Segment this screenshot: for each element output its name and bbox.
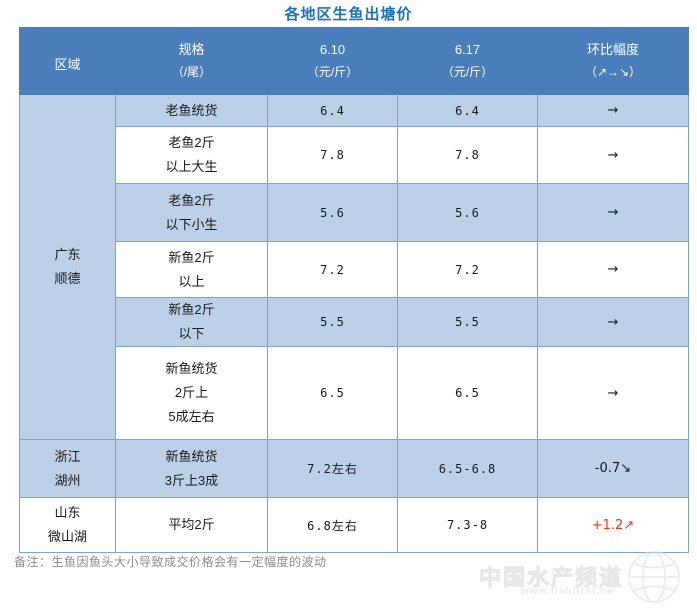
table-header: 区域 规格 （/尾） 6.10 （元/斤） 6.17 （元/斤） 环比幅度 （↗… — [19, 27, 689, 95]
price-610-cell: 7.8 — [267, 126, 398, 184]
spec-line: 老鱼2斤 — [168, 192, 215, 208]
spec-cell: 老鱼2斤 以下小生 — [115, 183, 268, 242]
spec-cell: 老鱼2斤 以上大生 — [115, 126, 268, 184]
price-table: 区域 规格 （/尾） 6.10 （元/斤） 6.17 （元/斤） 环比幅度 （↗… — [19, 27, 689, 553]
change-cell: → — [537, 94, 689, 127]
price-617-cell: 7.3-8 — [397, 497, 538, 553]
spec-line: 新鱼统货 — [165, 448, 218, 464]
change-cell: -0.7↘ — [537, 439, 689, 498]
watermark: 中国水产频道 www.fishfirst.cn — [459, 548, 689, 606]
column-header-date-610-label: 6.10 — [319, 42, 346, 57]
page-title: 各地区生鱼出塘价 — [284, 6, 413, 23]
price-617-cell: 5.6 — [397, 183, 538, 242]
globe-icon — [623, 550, 685, 609]
column-header-date-617: 6.17 （元/斤） — [397, 27, 538, 95]
region-cell-guangdong-shunde: 广东 顺德 — [19, 94, 116, 440]
column-header-change-unit: （↗→↘） — [584, 65, 642, 79]
change-cell: +1.2↗ — [537, 497, 689, 553]
table-row: 新鱼统货 2斤上 5成左右 6.5 6.5 → — [20, 346, 689, 440]
price-610-cell: 6.5 — [267, 346, 398, 440]
spec-line: 平均2斤 — [168, 517, 215, 532]
column-header-date-617-unit: （元/斤） — [441, 65, 494, 79]
region-line-2: 顺德 — [54, 271, 81, 286]
region-cell-zhejiang-huzhou: 浙江 湖州 — [19, 439, 116, 498]
region-line-2: 微山湖 — [47, 529, 87, 544]
spec-line: 老鱼统货 — [165, 102, 218, 118]
column-header-region: 区域 — [19, 27, 116, 95]
spec-line: 2斤上 — [174, 385, 209, 400]
spec-line: 新鱼统货 — [165, 361, 218, 376]
spec-line: 以上大生 — [165, 159, 218, 174]
region-line-2: 湖州 — [54, 472, 81, 488]
spec-line: 以下 — [178, 326, 205, 341]
column-header-change-label: 环比幅度 — [586, 42, 639, 57]
region-line-1: 山东 — [54, 505, 81, 520]
spec-cell: 平均2斤 — [115, 497, 268, 553]
column-header-change: 环比幅度 （↗→↘） — [537, 27, 689, 95]
change-cell: → — [537, 346, 689, 440]
price-610-cell: 7.2左右 — [267, 439, 398, 498]
spec-cell: 新鱼2斤 以下 — [115, 297, 268, 347]
table-row: 老鱼2斤 以下小生 5.6 5.6 → — [20, 183, 689, 242]
price-617-cell: 7.2 — [397, 241, 538, 298]
spec-line: 以下小生 — [165, 216, 218, 232]
price-617-cell: 6.5 — [397, 346, 538, 440]
footnote: 备注：生鱼因鱼头大小导致成交价格会有一定幅度的波动 — [14, 555, 327, 569]
column-header-date-610-unit: （元/斤） — [306, 65, 359, 79]
watermark-text: 中国水产频道 — [478, 565, 624, 591]
change-cell: → — [537, 183, 689, 242]
column-header-date-617-label: 6.17 — [454, 42, 481, 57]
spec-cell: 新鱼统货 3斤上3成 — [115, 439, 268, 498]
change-cell: → — [537, 126, 689, 184]
spec-cell: 新鱼统货 2斤上 5成左右 — [115, 346, 268, 440]
column-header-region-label: 区域 — [54, 57, 81, 72]
table-row: 浙江 湖州 新鱼统货 3斤上3成 7.2左右 6.5-6.8 -0.7↘ — [19, 439, 689, 498]
table-row: 山东 微山湖 平均2斤 6.8左右 7.3-8 +1.2↗ — [19, 497, 689, 553]
column-header-date-610: 6.10 （元/斤） — [267, 27, 398, 95]
price-610-cell: 5.6 — [267, 183, 398, 242]
region-line-1: 广东 — [54, 247, 81, 262]
spec-line: 以上 — [178, 273, 205, 289]
table-row: 广东 顺德 老鱼统货 6.4 6.4 → — [19, 94, 689, 440]
spec-line: 3斤上3成 — [164, 472, 219, 488]
price-610-cell: 7.2 — [267, 241, 398, 298]
region-cell-shandong-weishanhu: 山东 微山湖 — [19, 497, 116, 553]
spec-line: 新鱼2斤 — [168, 249, 215, 265]
price-610-cell: 5.5 — [267, 297, 398, 347]
column-header-spec-unit: （/尾） — [171, 65, 212, 79]
column-header-spec: 规格 （/尾） — [115, 27, 268, 95]
region-line-1: 浙江 — [54, 448, 81, 464]
table-row: 新鱼2斤 以下 5.5 5.5 → — [20, 297, 689, 347]
spec-line: 老鱼2斤 — [168, 135, 215, 150]
price-610-cell: 6.8左右 — [267, 497, 398, 553]
spec-line: 5成左右 — [168, 409, 215, 424]
column-header-spec-label: 规格 — [178, 42, 205, 57]
price-617-cell: 7.8 — [397, 126, 538, 184]
table-body: 广东 顺德 老鱼统货 6.4 6.4 → 老鱼2斤 以上大生 7.8 7.8 → — [19, 94, 689, 553]
table-row: 新鱼2斤 以上 7.2 7.2 → — [20, 241, 689, 298]
change-cell: → — [537, 241, 689, 298]
change-cell: → — [537, 297, 689, 347]
watermark-url: www.fishfirst.cn — [521, 586, 614, 597]
price-table-container: 区域 规格 （/尾） 6.10 （元/斤） 6.17 （元/斤） 环比幅度 （↗… — [19, 27, 689, 553]
table-row: 老鱼2斤 以上大生 7.8 7.8 → — [20, 126, 689, 184]
spec-cell: 老鱼统货 — [115, 94, 268, 127]
price-610-cell: 6.4 — [267, 94, 398, 127]
price-617-cell: 5.5 — [397, 297, 538, 347]
spec-cell: 新鱼2斤 以上 — [115, 241, 268, 298]
price-617-cell: 6.5-6.8 — [397, 439, 538, 498]
price-617-cell: 6.4 — [397, 94, 538, 127]
header-row: 区域 规格 （/尾） 6.10 （元/斤） 6.17 （元/斤） 环比幅度 （↗… — [19, 27, 689, 95]
spec-line: 新鱼2斤 — [168, 302, 215, 317]
